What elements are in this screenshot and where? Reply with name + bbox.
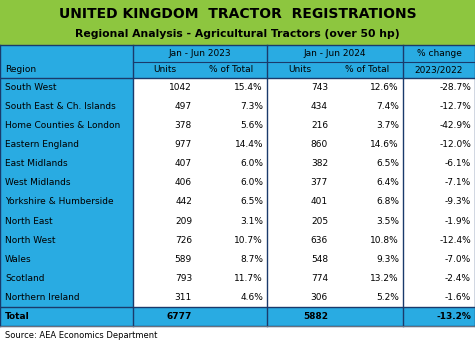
Text: UNITED KINGDOM  TRACTOR  REGISTRATIONS: UNITED KINGDOM TRACTOR REGISTRATIONS: [59, 7, 416, 21]
Text: 14.6%: 14.6%: [370, 140, 399, 149]
Text: 774: 774: [311, 274, 328, 283]
Text: -12.4%: -12.4%: [439, 236, 471, 245]
Text: 589: 589: [175, 255, 192, 264]
Text: 401: 401: [311, 198, 328, 207]
Text: Jan - Jun 2023: Jan - Jun 2023: [169, 49, 231, 58]
Text: 860: 860: [311, 140, 328, 149]
Text: 377: 377: [311, 179, 328, 188]
Text: -13.2%: -13.2%: [436, 312, 471, 321]
Text: 726: 726: [175, 236, 192, 245]
Text: West Midlands: West Midlands: [5, 179, 70, 188]
Text: 15.4%: 15.4%: [234, 83, 263, 92]
Text: 977: 977: [175, 140, 192, 149]
Text: -2.4%: -2.4%: [445, 274, 471, 283]
Text: 6.5%: 6.5%: [376, 160, 399, 169]
Text: % of Total: % of Total: [209, 65, 254, 74]
Text: 3.7%: 3.7%: [376, 121, 399, 130]
Bar: [0, 0, 475, 45]
Text: 442: 442: [175, 198, 192, 207]
Text: 743: 743: [311, 83, 328, 92]
Text: Source: AEA Economics Department: Source: AEA Economics Department: [5, 331, 157, 340]
Text: 3.5%: 3.5%: [376, 217, 399, 226]
Text: 6.0%: 6.0%: [240, 179, 263, 188]
Text: 13.2%: 13.2%: [370, 274, 399, 283]
Text: -7.0%: -7.0%: [445, 255, 471, 264]
Text: 636: 636: [311, 236, 328, 245]
Text: Jan - Jun 2024: Jan - Jun 2024: [304, 49, 366, 58]
Text: -12.0%: -12.0%: [439, 140, 471, 149]
Bar: [0, 45, 475, 326]
Text: North West: North West: [5, 236, 56, 245]
Bar: [133, 307, 475, 326]
Text: 6.8%: 6.8%: [376, 198, 399, 207]
Text: South East & Ch. Islands: South East & Ch. Islands: [5, 102, 116, 111]
Text: -28.7%: -28.7%: [439, 83, 471, 92]
Text: 497: 497: [175, 102, 192, 111]
Text: Northern Ireland: Northern Ireland: [5, 293, 80, 302]
Text: 6.0%: 6.0%: [240, 160, 263, 169]
Text: 205: 205: [311, 217, 328, 226]
Text: 2023/2022: 2023/2022: [415, 65, 463, 74]
Text: 5.6%: 5.6%: [240, 121, 263, 130]
Text: 11.7%: 11.7%: [234, 274, 263, 283]
Text: 378: 378: [175, 121, 192, 130]
Text: 209: 209: [175, 217, 192, 226]
Text: Wales: Wales: [5, 255, 32, 264]
Text: South West: South West: [5, 83, 57, 92]
Text: 14.4%: 14.4%: [235, 140, 263, 149]
Text: -6.1%: -6.1%: [445, 160, 471, 169]
Text: 6777: 6777: [167, 312, 192, 321]
Bar: [133, 78, 475, 326]
Text: 10.7%: 10.7%: [234, 236, 263, 245]
Text: Home Counties & London: Home Counties & London: [5, 121, 120, 130]
Text: 5.2%: 5.2%: [376, 293, 399, 302]
Text: Total: Total: [5, 312, 30, 321]
Text: 9.3%: 9.3%: [376, 255, 399, 264]
Text: -1.9%: -1.9%: [445, 217, 471, 226]
Text: -7.1%: -7.1%: [445, 179, 471, 188]
Text: 406: 406: [175, 179, 192, 188]
Text: Region: Region: [5, 65, 36, 74]
Text: East Midlands: East Midlands: [5, 160, 67, 169]
Text: 12.6%: 12.6%: [370, 83, 399, 92]
Text: 434: 434: [311, 102, 328, 111]
Text: 5882: 5882: [303, 312, 328, 321]
Text: 407: 407: [175, 160, 192, 169]
Text: Units: Units: [153, 65, 176, 74]
Text: Yorkshire & Humberside: Yorkshire & Humberside: [5, 198, 114, 207]
Text: 4.6%: 4.6%: [240, 293, 263, 302]
Text: Regional Analysis - Agricultural Tractors (over 50 hp): Regional Analysis - Agricultural Tractor…: [75, 29, 400, 39]
Text: % of Total: % of Total: [345, 65, 390, 74]
Text: 306: 306: [311, 293, 328, 302]
Text: 7.4%: 7.4%: [376, 102, 399, 111]
Text: 3.1%: 3.1%: [240, 217, 263, 226]
Text: North East: North East: [5, 217, 53, 226]
Text: -12.7%: -12.7%: [439, 102, 471, 111]
Text: -1.6%: -1.6%: [445, 293, 471, 302]
Text: Scotland: Scotland: [5, 274, 45, 283]
Text: 10.8%: 10.8%: [370, 236, 399, 245]
Text: Units: Units: [288, 65, 311, 74]
Text: 6.5%: 6.5%: [240, 198, 263, 207]
Text: % change: % change: [417, 49, 461, 58]
Text: 382: 382: [311, 160, 328, 169]
Text: 548: 548: [311, 255, 328, 264]
Text: 311: 311: [175, 293, 192, 302]
Text: Eastern England: Eastern England: [5, 140, 79, 149]
Text: 7.3%: 7.3%: [240, 102, 263, 111]
Text: 6.4%: 6.4%: [376, 179, 399, 188]
Text: 1042: 1042: [169, 83, 192, 92]
Text: 216: 216: [311, 121, 328, 130]
Text: 8.7%: 8.7%: [240, 255, 263, 264]
Text: -42.9%: -42.9%: [439, 121, 471, 130]
Text: -9.3%: -9.3%: [445, 198, 471, 207]
Text: 793: 793: [175, 274, 192, 283]
